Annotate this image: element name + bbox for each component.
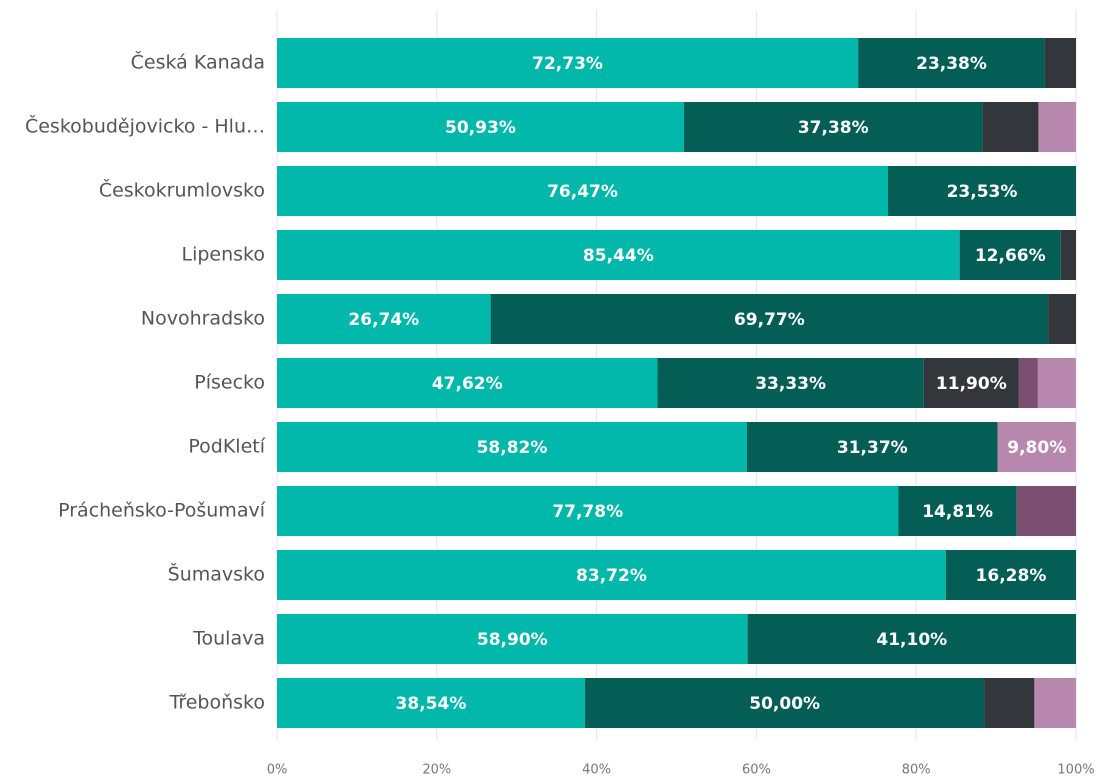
bar-segment bbox=[277, 38, 859, 88]
data-label: 38,54% bbox=[396, 694, 467, 714]
data-label: 14,81% bbox=[922, 502, 993, 522]
bar-segment bbox=[887, 166, 1076, 216]
bar-segment bbox=[945, 550, 1076, 600]
data-label: 26,74% bbox=[348, 310, 419, 330]
bar-segment bbox=[277, 422, 747, 472]
bar-segment bbox=[746, 422, 998, 472]
x-tick-label: 100% bbox=[1057, 763, 1094, 778]
category-label: Novohradsko bbox=[141, 308, 265, 330]
x-tick-label: 80% bbox=[902, 763, 931, 778]
data-label: 11,90% bbox=[936, 374, 1007, 394]
bar-segment bbox=[1016, 486, 1076, 536]
category-label: Českokrumlovsko bbox=[99, 178, 265, 202]
bar-segment bbox=[277, 550, 946, 600]
data-label: 50,93% bbox=[445, 118, 516, 138]
x-tick-label: 40% bbox=[582, 763, 611, 778]
data-label: 58,90% bbox=[477, 630, 548, 650]
bar-segment bbox=[959, 230, 1061, 280]
data-label: 16,28% bbox=[976, 566, 1047, 586]
data-label: 37,38% bbox=[798, 118, 869, 138]
category-label: Šumavsko bbox=[168, 562, 265, 586]
bar-segment bbox=[982, 102, 1039, 152]
bar-segment bbox=[984, 678, 1035, 728]
data-label: 23,53% bbox=[947, 182, 1018, 202]
bar-segment bbox=[1038, 102, 1076, 152]
bar-segment bbox=[898, 486, 1017, 536]
data-label: 23,38% bbox=[916, 54, 987, 74]
bar-segment bbox=[277, 294, 491, 344]
bar-segment bbox=[1048, 294, 1076, 344]
category-label: Třeboňsko bbox=[169, 692, 265, 714]
bar-segment bbox=[1037, 358, 1076, 408]
category-label: Českobudějovicko - Hlu… bbox=[25, 114, 265, 138]
bar-segment bbox=[1060, 230, 1076, 280]
bar-segment bbox=[1034, 678, 1076, 728]
bar-segment bbox=[277, 614, 748, 664]
x-tick-label: 60% bbox=[742, 763, 771, 778]
bar-segment bbox=[683, 102, 983, 152]
bar-segment bbox=[1018, 358, 1038, 408]
bar-segment bbox=[657, 358, 924, 408]
bar-segment bbox=[747, 614, 1076, 664]
x-tick-label: 0% bbox=[267, 763, 288, 778]
category-label: Česká Kanada bbox=[131, 50, 265, 74]
bar-segment bbox=[277, 230, 960, 280]
data-label: 47,62% bbox=[432, 374, 503, 394]
data-label: 85,44% bbox=[583, 246, 654, 266]
category-label: PodKletí bbox=[188, 436, 265, 458]
data-label: 41,10% bbox=[876, 630, 947, 650]
category-label: Lipensko bbox=[181, 244, 265, 266]
data-label: 9,80% bbox=[1007, 438, 1066, 458]
x-tick-label: 20% bbox=[422, 763, 451, 778]
bar-segment bbox=[1044, 38, 1076, 88]
category-label: Prácheňsko-Pošumaví bbox=[58, 500, 266, 522]
bar-segment bbox=[277, 102, 684, 152]
category-label: Toulava bbox=[192, 628, 265, 650]
data-label: 31,37% bbox=[837, 438, 908, 458]
data-label: 50,00% bbox=[749, 694, 820, 714]
data-label: 72,73% bbox=[532, 54, 603, 74]
data-label: 58,82% bbox=[477, 438, 548, 458]
bar-segment bbox=[858, 38, 1045, 88]
bar-segment bbox=[997, 422, 1076, 472]
bar-segment bbox=[584, 678, 985, 728]
category-label: Písecko bbox=[194, 372, 265, 394]
data-label: 69,77% bbox=[734, 310, 805, 330]
data-label: 12,66% bbox=[975, 246, 1046, 266]
bar-segment bbox=[277, 358, 658, 408]
bar-segment bbox=[277, 166, 888, 216]
bar-segment bbox=[277, 486, 899, 536]
data-label: 83,72% bbox=[576, 566, 647, 586]
bar-segment bbox=[277, 678, 585, 728]
data-label: 33,33% bbox=[755, 374, 826, 394]
bar-segment bbox=[490, 294, 1049, 344]
data-label: 76,47% bbox=[547, 182, 618, 202]
bar-segment bbox=[923, 358, 1019, 408]
data-label: 77,78% bbox=[552, 502, 623, 522]
